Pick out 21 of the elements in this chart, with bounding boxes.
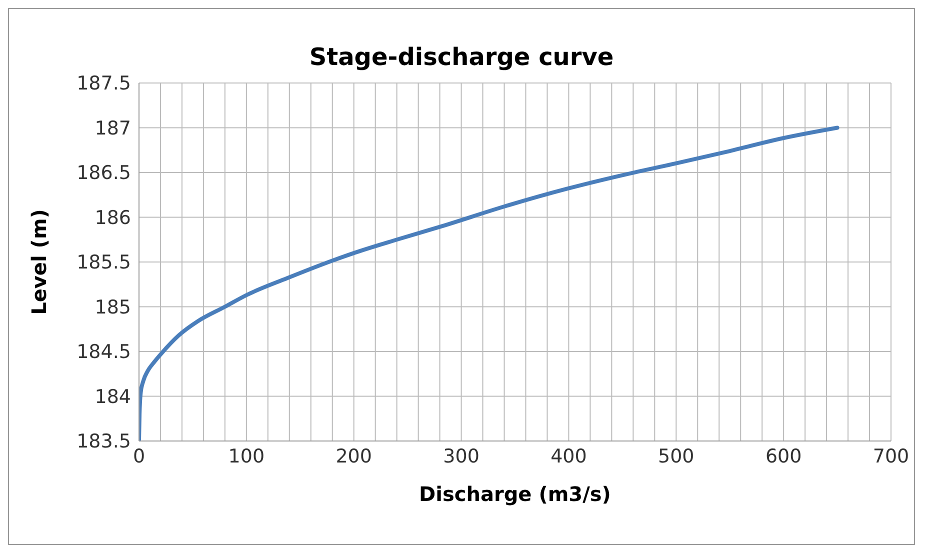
y-tick-label: 186 — [94, 206, 131, 229]
x-tick-label: 0 — [132, 445, 146, 468]
y-tick-label: 184.5 — [76, 341, 131, 364]
y-tick-label: 185 — [94, 296, 131, 318]
line-series — [139, 126, 840, 441]
x-tick-label: 600 — [765, 445, 802, 468]
y-tick-label: 187 — [94, 117, 131, 140]
chart-title: Stage-discharge curve — [308, 43, 615, 71]
x-axis-title: Discharge (m3/s) — [419, 482, 611, 506]
y-tick-label: 184 — [94, 386, 131, 408]
x-tick-label: 100 — [228, 445, 265, 468]
x-tick-label: 300 — [443, 445, 480, 468]
y-tick-label: 185.5 — [76, 252, 131, 274]
x-tick-label: 500 — [658, 445, 694, 468]
y-tick-label: 183.5 — [76, 430, 131, 453]
y-axis-title: Level (m) — [27, 209, 52, 315]
y-tick-label: 186.5 — [76, 162, 131, 184]
x-tick-label: 700 — [872, 445, 910, 468]
y-tick-label: 187.5 — [76, 72, 131, 95]
x-tick-label: 200 — [336, 445, 372, 468]
x-tick-label: 400 — [550, 445, 587, 468]
